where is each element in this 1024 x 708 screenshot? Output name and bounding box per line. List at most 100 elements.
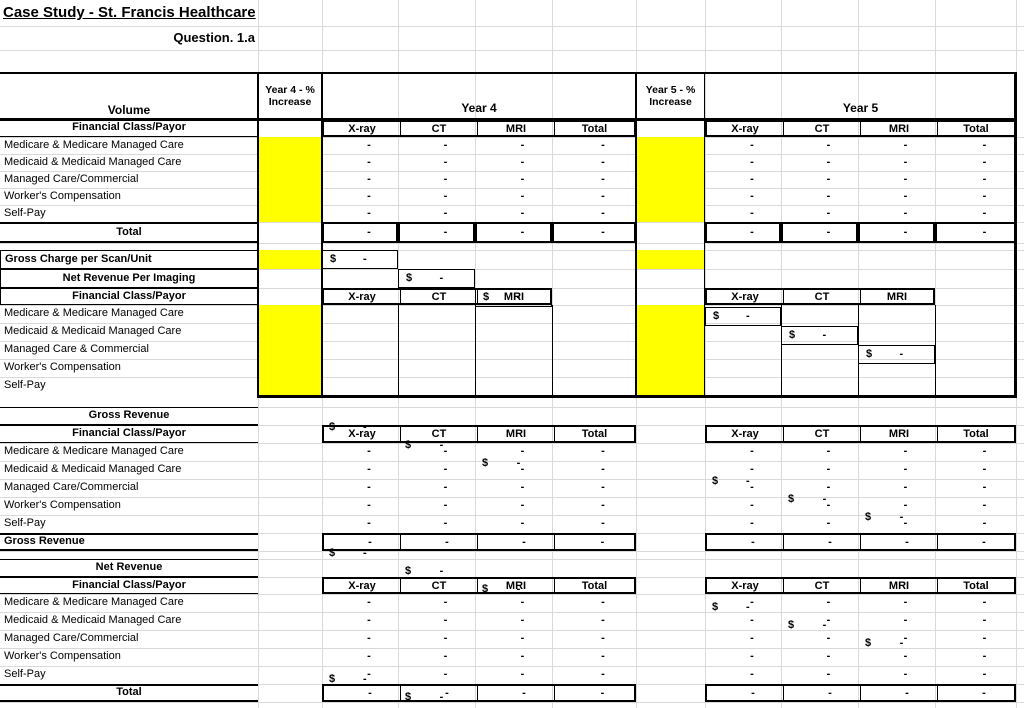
value-cell[interactable]: - — [520, 172, 525, 185]
value-cell[interactable]: - — [443, 650, 448, 663]
value-cell[interactable]: - — [903, 668, 908, 681]
total-value-cell[interactable]: - — [860, 686, 937, 700]
value-cell[interactable]: - — [982, 596, 987, 609]
value-cell[interactable]: - — [982, 463, 987, 476]
value-cell[interactable]: - — [826, 206, 831, 219]
currency-value-cell[interactable]: $- — [781, 491, 858, 509]
value-cell[interactable]: - — [520, 463, 525, 476]
currency-value-cell[interactable]: $- — [475, 581, 552, 599]
value-cell[interactable]: - — [443, 499, 448, 512]
value-cell[interactable]: - — [367, 206, 371, 219]
value-cell[interactable]: - — [520, 499, 525, 512]
value-cell[interactable]: - — [750, 632, 754, 645]
value-cell[interactable]: - — [367, 614, 371, 627]
currency-value-cell[interactable]: $- — [781, 326, 858, 345]
total-value-cell[interactable]: - — [554, 535, 634, 549]
value-cell[interactable]: - — [826, 481, 831, 494]
value-cell[interactable]: - — [443, 445, 448, 458]
value-cell[interactable]: - — [982, 481, 987, 494]
total-value-cell[interactable]: - — [935, 222, 1016, 243]
value-cell[interactable]: - — [826, 499, 831, 512]
currency-value-cell[interactable]: $- — [858, 635, 935, 653]
value-cell[interactable]: - — [903, 206, 908, 219]
value-cell[interactable]: - — [826, 596, 831, 609]
total-value-cell[interactable]: - — [475, 222, 552, 243]
value-cell[interactable]: - — [520, 668, 525, 681]
input-highlight-cell[interactable] — [636, 137, 705, 222]
value-cell[interactable]: - — [443, 632, 448, 645]
total-value-cell[interactable]: - — [937, 535, 1014, 549]
value-cell[interactable]: - — [903, 614, 908, 627]
value-cell[interactable]: - — [520, 614, 525, 627]
currency-value-cell[interactable]: $- — [858, 509, 935, 527]
value-cell[interactable]: - — [367, 632, 371, 645]
value-cell[interactable]: - — [750, 596, 754, 609]
currency-value-cell[interactable]: $- — [322, 545, 398, 563]
value-cell[interactable]: - — [750, 668, 754, 681]
value-cell[interactable]: - — [443, 206, 448, 219]
currency-value-cell[interactable]: $- — [705, 307, 781, 326]
value-cell[interactable]: - — [750, 517, 754, 530]
value-cell[interactable]: - — [982, 517, 987, 530]
total-value-cell[interactable]: - — [400, 535, 477, 549]
value-cell[interactable]: - — [982, 668, 987, 681]
currency-value-cell[interactable]: $- — [475, 455, 552, 473]
total-value-cell[interactable]: - — [368, 536, 372, 548]
total-value-cell[interactable]: - — [705, 222, 781, 243]
value-cell[interactable]: - — [601, 189, 605, 202]
value-cell[interactable]: - — [750, 614, 754, 627]
total-value-cell[interactable]: - — [552, 222, 636, 243]
value-cell[interactable]: - — [903, 463, 908, 476]
currency-value-cell[interactable]: $- — [398, 689, 475, 707]
total-value-cell[interactable]: - — [783, 686, 860, 700]
value-cell[interactable]: - — [826, 668, 831, 681]
value-cell[interactable]: - — [520, 206, 525, 219]
value-cell[interactable]: - — [601, 668, 605, 681]
currency-value-cell[interactable]: $- — [322, 671, 398, 689]
value-cell[interactable]: - — [520, 445, 525, 458]
value-cell[interactable]: - — [443, 155, 448, 168]
value-cell[interactable]: - — [826, 632, 831, 645]
value-cell[interactable]: - — [367, 189, 371, 202]
value-cell[interactable]: - — [601, 650, 605, 663]
value-cell[interactable]: - — [903, 499, 908, 512]
value-cell[interactable]: - — [601, 138, 605, 151]
total-value-cell[interactable]: - — [937, 686, 1014, 700]
value-cell[interactable]: - — [601, 614, 605, 627]
value-cell[interactable]: - — [903, 650, 908, 663]
total-value-cell[interactable]: - — [781, 222, 858, 243]
currency-value-cell[interactable]: $- — [705, 473, 781, 491]
value-cell[interactable]: - — [903, 138, 908, 151]
value-cell[interactable]: - — [601, 206, 605, 219]
value-cell[interactable]: - — [367, 481, 371, 494]
value-cell[interactable]: - — [826, 650, 831, 663]
currency-value-cell[interactable]: $- — [322, 419, 398, 437]
value-cell[interactable]: - — [367, 155, 371, 168]
value-cell[interactable]: - — [903, 632, 908, 645]
value-cell[interactable]: - — [601, 499, 605, 512]
input-highlight-cell[interactable] — [636, 250, 705, 269]
currency-value-cell[interactable]: $- — [705, 599, 781, 617]
value-cell[interactable]: - — [750, 481, 754, 494]
value-cell[interactable]: - — [520, 632, 525, 645]
value-cell[interactable]: - — [982, 189, 987, 202]
value-cell[interactable]: - — [520, 138, 525, 151]
value-cell[interactable]: - — [443, 172, 448, 185]
value-cell[interactable]: - — [982, 632, 987, 645]
currency-value-cell[interactable]: $- — [322, 250, 398, 269]
value-cell[interactable]: - — [750, 138, 754, 151]
value-cell[interactable]: - — [443, 596, 448, 609]
value-cell[interactable]: - — [520, 189, 525, 202]
value-cell[interactable]: - — [601, 172, 605, 185]
value-cell[interactable]: - — [367, 650, 371, 663]
currency-value-cell[interactable]: $- — [781, 617, 858, 635]
value-cell[interactable]: - — [982, 206, 987, 219]
total-value-cell[interactable]: - — [400, 686, 477, 700]
value-cell[interactable]: - — [826, 463, 831, 476]
value-cell[interactable]: - — [750, 206, 754, 219]
value-cell[interactable]: - — [601, 481, 605, 494]
value-cell[interactable]: - — [982, 650, 987, 663]
value-cell[interactable]: - — [367, 596, 371, 609]
value-cell[interactable]: - — [750, 463, 754, 476]
value-cell[interactable]: - — [826, 138, 831, 151]
